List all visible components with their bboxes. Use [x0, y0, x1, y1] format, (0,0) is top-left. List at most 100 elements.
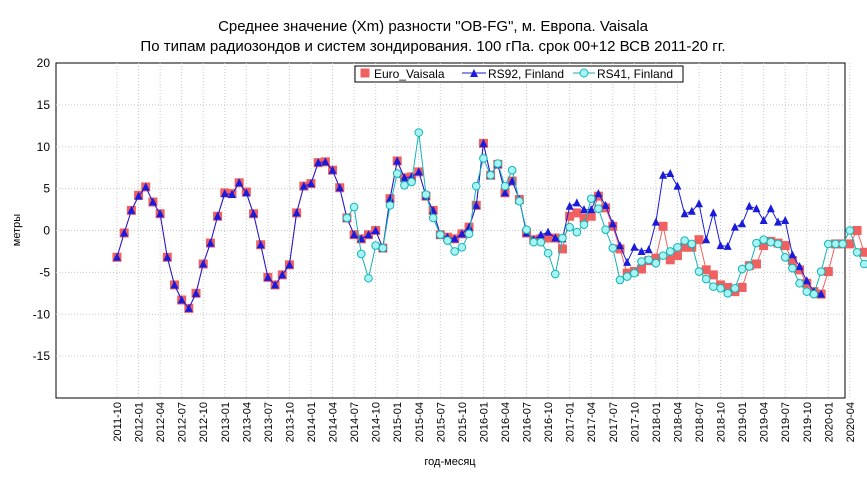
x-tick-label: 2014-04	[328, 402, 340, 442]
data-point	[687, 239, 697, 249]
legend-label-rs41: RS41, Finland	[597, 67, 673, 81]
data-point	[543, 233, 553, 243]
data-point	[156, 209, 165, 218]
data-point	[249, 209, 258, 218]
data-point	[177, 295, 186, 304]
data-point	[852, 226, 862, 235]
data-point	[551, 233, 560, 242]
data-point	[141, 182, 150, 191]
data-point	[579, 213, 589, 223]
data-point	[594, 189, 603, 198]
data-point	[508, 176, 517, 185]
legend-marker-rs41	[579, 68, 589, 78]
grid	[56, 63, 851, 398]
y-axis-label: метры	[11, 214, 23, 246]
x-tick-label: 2015-01	[392, 402, 404, 442]
data-point	[263, 272, 272, 281]
series-layer	[112, 128, 867, 313]
data-point	[580, 205, 589, 214]
y-tick-label: 5	[43, 182, 50, 196]
data-point	[479, 154, 488, 163]
data-point	[465, 222, 474, 231]
x-tick-label: 2019-10	[802, 402, 814, 442]
data-point	[306, 179, 315, 188]
x-tick-label: 2018-04	[672, 402, 684, 442]
data-point	[278, 270, 287, 279]
x-tick-label: 2013-07	[263, 402, 275, 442]
data-point	[450, 247, 459, 256]
x-tick-label: 2015-04	[414, 402, 426, 442]
legend-label-euro-vaisala: Euro_Vaisala	[374, 67, 445, 81]
data-point	[694, 267, 704, 276]
data-point	[170, 280, 179, 289]
data-point	[658, 221, 668, 231]
data-point	[227, 189, 236, 198]
data-point	[716, 241, 725, 250]
data-point	[256, 240, 265, 249]
data-point	[852, 247, 862, 257]
x-tick-label: 2018-10	[716, 402, 728, 442]
legend-marker-euro-vaisala	[360, 68, 370, 78]
data-point	[680, 242, 690, 252]
data-point	[694, 199, 703, 208]
y-tick-label: 10	[37, 140, 51, 154]
data-point	[644, 255, 653, 265]
x-tick-label: 2017-01	[565, 402, 577, 442]
data-point	[601, 200, 610, 209]
data-point	[206, 238, 215, 247]
data-point	[457, 242, 467, 252]
y-tick-label: -15	[33, 349, 51, 363]
data-point	[586, 211, 596, 221]
x-tick-label: 2014-07	[349, 402, 361, 442]
data-point	[723, 289, 733, 298]
data-point	[795, 278, 804, 288]
data-point	[572, 198, 581, 207]
x-tick-label: 2015-07	[435, 402, 447, 442]
data-point	[457, 229, 466, 238]
data-point	[637, 264, 647, 274]
data-point	[235, 178, 244, 187]
data-point	[471, 181, 481, 191]
data-point	[507, 165, 517, 175]
data-point	[738, 219, 747, 228]
y-tick-label: -10	[33, 307, 51, 321]
data-point	[356, 249, 366, 259]
data-point	[730, 283, 740, 293]
x-tick-label: 2020-04	[845, 402, 857, 442]
y-axis-ticks: 20 15 10 5 0 -5 -10 -15	[33, 56, 51, 363]
data-point	[651, 217, 660, 226]
x-tick-label: 2016-04	[500, 402, 512, 442]
data-point	[673, 242, 682, 252]
data-point	[443, 236, 452, 245]
data-point	[350, 230, 359, 239]
y-tick-label: 0	[43, 224, 50, 238]
x-tick-label: 2012-04	[155, 402, 167, 442]
data-point	[630, 268, 639, 278]
data-point	[673, 181, 682, 190]
legend-box	[354, 65, 684, 83]
data-point	[672, 251, 682, 261]
data-point	[781, 215, 790, 224]
series-1	[113, 138, 826, 312]
data-point	[823, 267, 833, 277]
data-point	[723, 282, 733, 292]
data-point	[787, 256, 797, 266]
data-point	[414, 167, 423, 176]
data-point	[421, 190, 431, 199]
data-point	[543, 248, 553, 258]
data-point	[795, 262, 804, 271]
data-point	[802, 276, 811, 285]
data-point	[601, 225, 610, 234]
data-point	[694, 235, 704, 245]
data-point	[608, 243, 618, 253]
legend-label-rs92: RS92, Finland	[488, 67, 564, 81]
data-point	[759, 215, 768, 224]
x-tick-label: 2016-10	[543, 402, 555, 442]
data-point	[120, 228, 129, 237]
data-point	[817, 289, 826, 298]
x-tick-label: 2018-01	[651, 402, 663, 442]
data-point	[644, 245, 653, 254]
data-point	[450, 234, 459, 243]
data-point	[687, 206, 696, 215]
plot-area	[55, 62, 846, 399]
